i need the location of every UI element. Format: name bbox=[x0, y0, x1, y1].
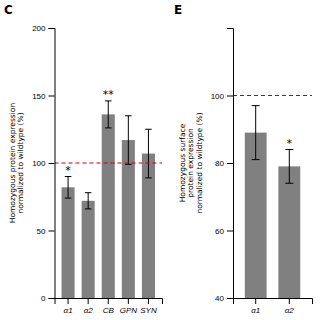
y-tick-mark bbox=[227, 163, 233, 164]
y-tick-label: 80 bbox=[215, 159, 224, 168]
reference-line bbox=[233, 95, 312, 96]
y-tick: 50 bbox=[37, 227, 55, 236]
y-tick-mark bbox=[49, 298, 55, 299]
y-tick-label: 200 bbox=[32, 24, 46, 33]
panel: C050100150200α1α2CBGPNSYN***Homozygous p… bbox=[4, 3, 163, 315]
x-tick-mark bbox=[255, 298, 256, 304]
y-tick-mark bbox=[49, 28, 55, 29]
y-axis-title: Homozygous protein expressionnormalized … bbox=[8, 103, 26, 224]
x-axis-line bbox=[234, 299, 313, 305]
x-axis-line bbox=[55, 299, 163, 305]
x-tick: SYN bbox=[140, 298, 157, 315]
y-tick-label: 40 bbox=[215, 294, 224, 303]
figure: C050100150200α1α2CBGPNSYN***Homozygous p… bbox=[0, 0, 320, 320]
y-tick-label: 150 bbox=[32, 92, 46, 101]
y-tick-mark bbox=[227, 231, 233, 232]
y-axis: 0 50 100 150 200 bbox=[32, 24, 55, 303]
x-tick: GPN bbox=[120, 298, 138, 315]
x-axis: α1 α2 CB GPNSYN bbox=[55, 298, 163, 315]
error-bar bbox=[65, 177, 72, 199]
error-bar bbox=[145, 129, 152, 178]
x-tick: CB bbox=[103, 298, 115, 315]
panel-title: C bbox=[4, 3, 13, 17]
y-tick-mark bbox=[49, 96, 55, 97]
x-tick: α1 bbox=[251, 298, 260, 315]
x-tick: α1 bbox=[64, 298, 73, 315]
x-tick: α2 bbox=[285, 298, 295, 315]
x-tick-mark bbox=[68, 298, 69, 304]
error-bar bbox=[125, 116, 132, 165]
x-tick: α2 bbox=[84, 298, 94, 315]
x-tick-label: SYN bbox=[140, 306, 157, 315]
bar bbox=[82, 201, 95, 298]
y-axis-line bbox=[227, 29, 234, 299]
error-bar bbox=[285, 150, 293, 184]
x-tick-label: α2 bbox=[84, 306, 94, 315]
x-tick-mark bbox=[289, 298, 290, 304]
plot: 050100150200α1α2CBGPNSYN*** bbox=[32, 24, 162, 315]
x-tick-label: CB bbox=[103, 306, 115, 315]
y-tick-mark bbox=[227, 96, 233, 97]
y-axis-title: Homozygous surfaceprotein expressionnorm… bbox=[178, 112, 204, 213]
y-tick-label: 50 bbox=[37, 227, 46, 236]
x-tick-mark bbox=[108, 298, 109, 304]
y-tick-mark bbox=[227, 298, 233, 299]
y-tick: 0 bbox=[41, 294, 54, 303]
marks bbox=[55, 101, 163, 298]
panel-title: E bbox=[174, 3, 182, 17]
y-tick: 200 bbox=[32, 24, 54, 33]
y-tick-mark bbox=[49, 163, 55, 164]
y-tick: 100 bbox=[211, 92, 233, 101]
marks bbox=[233, 96, 312, 299]
y-tick-label: 60 bbox=[215, 227, 224, 236]
y-tick: 150 bbox=[32, 92, 54, 101]
bar bbox=[62, 187, 75, 298]
x-axis: α1 α2 bbox=[234, 298, 313, 315]
y-tick-mark bbox=[49, 231, 55, 232]
x-tick-label: α2 bbox=[285, 306, 295, 315]
x-tick-label: α1 bbox=[251, 306, 260, 315]
x-tick-label: GPN bbox=[120, 306, 138, 315]
plot: 40 60 80 100 α1 α2 * bbox=[211, 29, 313, 320]
y-tick-label: 0 bbox=[41, 294, 46, 303]
y-axis: 40 60 80 100 bbox=[211, 29, 234, 304]
annotation: * bbox=[287, 137, 293, 150]
y-tick: 80 bbox=[215, 159, 233, 168]
y-axis-line bbox=[49, 29, 56, 299]
panel: E 40 60 80 100 α1 α2 * Homozygous surfaceprotein… bbox=[174, 3, 313, 320]
y-tick: 40 bbox=[215, 294, 233, 303]
y-tick: 100 bbox=[32, 159, 54, 168]
x-tick-mark bbox=[88, 298, 89, 304]
error-bar bbox=[252, 106, 260, 160]
y-tick: 60 bbox=[215, 227, 233, 236]
annotation: * bbox=[65, 164, 71, 177]
x-tick-label: α1 bbox=[64, 306, 73, 315]
x-tick-mark bbox=[148, 298, 149, 304]
x-tick-mark bbox=[128, 298, 129, 304]
annotation: ** bbox=[103, 88, 115, 101]
y-tick-label: 100 bbox=[32, 159, 46, 168]
error-bar bbox=[85, 193, 92, 209]
error-bar bbox=[105, 101, 112, 128]
bar bbox=[102, 114, 115, 298]
bar bbox=[278, 166, 300, 298]
y-tick-label: 100 bbox=[211, 92, 225, 101]
